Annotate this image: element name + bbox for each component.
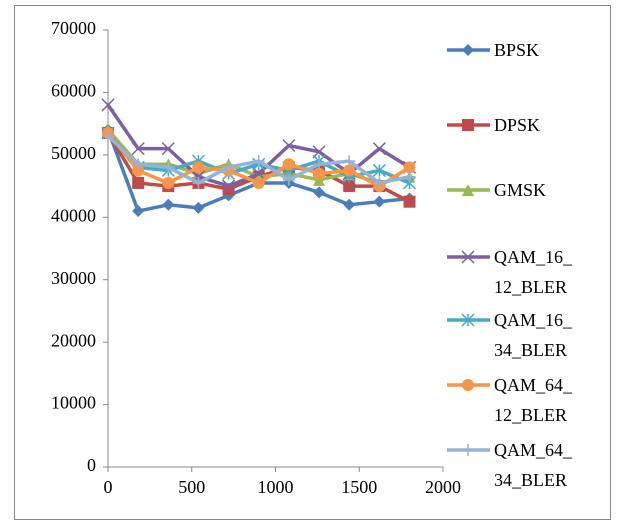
marker (313, 173, 326, 186)
x-tick-label: 1500 (341, 477, 377, 497)
marker (373, 176, 386, 189)
marker (461, 313, 475, 327)
marker (132, 158, 145, 171)
y-tick-label: 10000 (51, 393, 96, 413)
marker (162, 176, 175, 189)
marker (462, 44, 474, 56)
y-tick-label: 40000 (51, 205, 96, 225)
x-tick-label: 1000 (258, 477, 294, 497)
marker (252, 167, 266, 181)
marker (462, 444, 474, 456)
chart-border (14, 5, 611, 520)
legend-label: QAM_64_12_BLER (494, 375, 573, 425)
marker (252, 176, 265, 189)
marker (343, 155, 356, 168)
marker (102, 130, 114, 143)
marker (192, 176, 205, 189)
marker (403, 170, 416, 183)
marker (131, 142, 145, 156)
x-tick-label: 500 (178, 477, 205, 497)
marker (101, 98, 115, 112)
marker (132, 176, 145, 189)
marker (282, 158, 295, 171)
marker (313, 186, 326, 199)
marker (313, 167, 326, 180)
marker (343, 180, 356, 193)
y-tick-label: 70000 (51, 18, 96, 38)
y-tick-label: 50000 (51, 143, 96, 163)
marker (343, 198, 356, 211)
marker (462, 184, 474, 196)
marker (403, 195, 416, 208)
marker (312, 145, 326, 159)
marker (403, 161, 416, 174)
marker (372, 163, 386, 177)
marker (462, 379, 474, 391)
y-tick-label: 20000 (51, 330, 96, 350)
marker (282, 138, 296, 153)
y-tick-label: 30000 (51, 268, 96, 288)
marker (192, 201, 205, 214)
y-tick-label: 0 (87, 455, 96, 475)
legend-label: BPSK (494, 40, 540, 60)
x-tick-label: 2000 (425, 477, 461, 497)
legend-label: DPSK (494, 115, 541, 135)
marker (161, 142, 175, 156)
marker (373, 195, 386, 208)
marker (222, 179, 236, 193)
marker (372, 142, 386, 156)
legend-label: QAM_16_12_BLER (494, 247, 573, 297)
marker (132, 164, 145, 177)
legend-label: QAM_16_34_BLER (494, 310, 573, 360)
marker (461, 250, 475, 264)
marker (462, 119, 474, 131)
marker (222, 161, 235, 174)
marker (162, 161, 175, 174)
marker (282, 173, 295, 186)
legend-label: GMSK (494, 180, 547, 200)
legend-label: QAM_64_34_BLER (494, 440, 573, 490)
marker (313, 158, 326, 171)
marker (343, 164, 356, 177)
marker (162, 198, 175, 211)
marker (192, 161, 205, 174)
x-tick-label: 0 (104, 477, 113, 497)
marker (252, 155, 265, 168)
marker (132, 205, 145, 218)
y-tick-label: 60000 (51, 81, 96, 101)
